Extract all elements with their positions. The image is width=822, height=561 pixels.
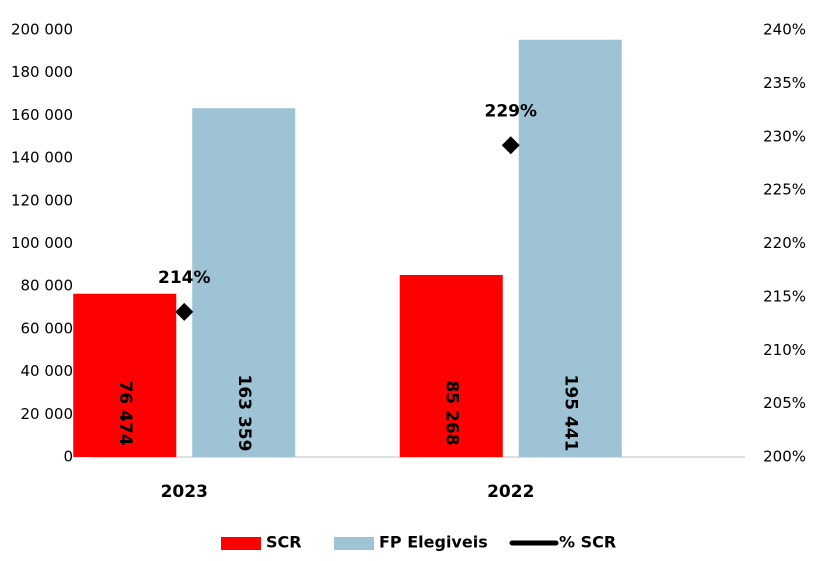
bar [73,293,177,457]
y-tick-label: 120 000 [11,191,73,209]
legend-swatch [221,537,261,550]
bar-value-label: 76 474 [115,380,135,445]
y2-tick-label: 200% [763,448,806,466]
bar-value-label: 85 268 [441,380,461,445]
y-tick-label: 60 000 [21,319,74,337]
y2-tick-label: 215% [763,287,806,305]
y-tick-label: 160 000 [11,106,73,124]
legend-swatch [334,537,374,550]
y2-tick-label: 220% [763,234,806,252]
y-tick-label: 20 000 [21,405,74,423]
y2-tick-label: 230% [763,127,806,145]
y-tick-label: 0 [63,448,73,466]
y-tick-label: 100 000 [11,234,73,252]
legend-label: SCR [266,533,302,552]
y2-tick-label: 205% [763,394,806,412]
bar-value-label: 195 441 [560,375,580,452]
x-tick-label: 2022 [487,482,534,502]
diamond-marker [501,136,520,155]
y2-tick-label: 240% [763,21,806,39]
line-value-label: 229% [484,101,537,121]
bar [518,39,622,458]
line-value-label: 214% [158,268,211,288]
bar [399,274,503,457]
legend-label: % SCR [559,533,616,552]
x-tick-label: 2023 [161,482,208,502]
legend-label: FP Elegiveis [379,533,488,552]
bar [192,108,296,457]
y-tick-label: 80 000 [21,277,74,295]
y-tick-label: 180 000 [11,63,73,81]
diamond-marker [175,302,194,321]
y2-tick-label: 225% [763,181,806,199]
y-tick-label: 200 000 [11,21,73,39]
y2-tick-label: 235% [763,74,806,92]
y-tick-label: 140 000 [11,149,73,167]
y2-tick-label: 210% [763,341,806,359]
y-tick-label: 40 000 [21,362,74,380]
bar-value-label: 163 359 [234,375,254,452]
